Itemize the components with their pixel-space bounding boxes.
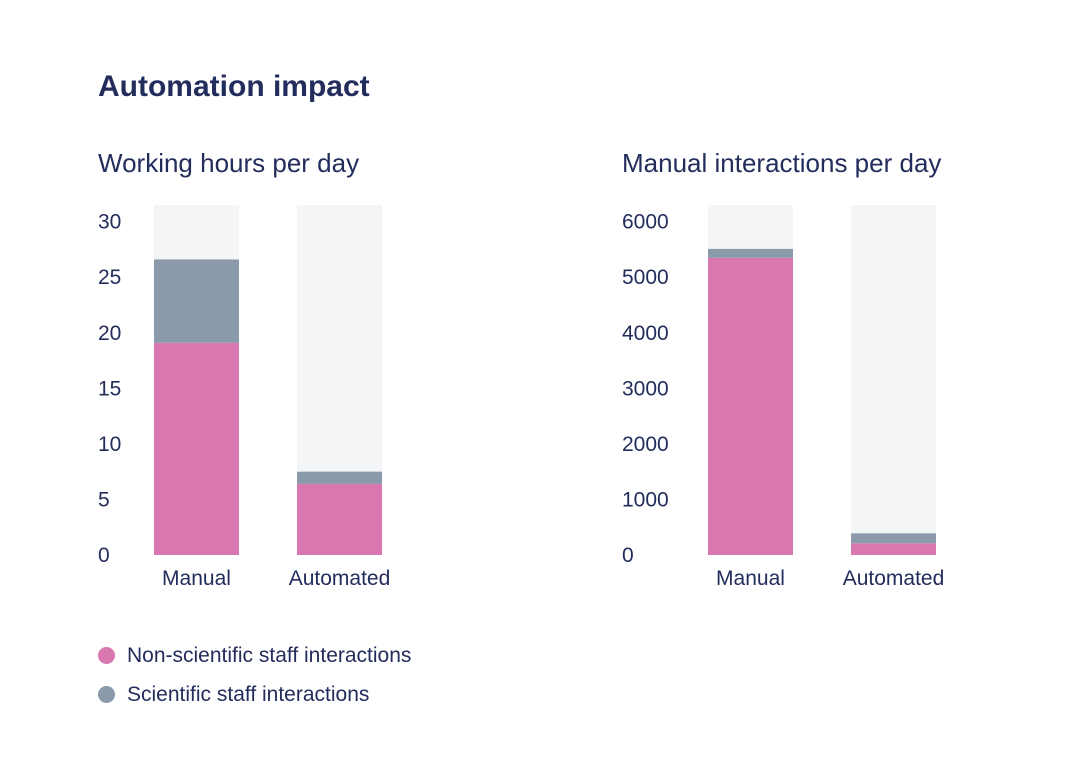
bar-segment-scientific — [297, 471, 382, 484]
legend: Non-scientific staff interactions Scient… — [98, 636, 411, 714]
bar-track — [851, 205, 936, 555]
bar-segment-non-scientific — [851, 543, 936, 555]
legend-swatch-non-scientific — [98, 647, 115, 664]
chart-title-manual-interactions: Manual interactions per day — [622, 148, 942, 178]
x-category-label: Manual — [716, 567, 785, 590]
y-tick-label: 15 — [98, 377, 121, 400]
y-tick-label: 10 — [98, 433, 121, 456]
bar-segment-non-scientific — [297, 483, 382, 555]
x-category-label: Automated — [289, 567, 391, 590]
legend-item-scientific: Scientific staff interactions — [98, 675, 411, 714]
legend-label: Non-scientific staff interactions — [127, 643, 412, 667]
bar-segment-scientific — [851, 533, 936, 544]
x-category-label: Manual — [162, 567, 231, 590]
y-tick-label: 0 — [622, 544, 634, 567]
y-tick-label: 1000 — [622, 488, 669, 511]
bar-segment-scientific — [154, 259, 239, 343]
y-tick-label: 25 — [98, 266, 121, 289]
legend-label: Scientific staff interactions — [127, 682, 370, 706]
page-title: Automation impact — [98, 70, 370, 103]
bar-segment-scientific — [708, 248, 793, 258]
legend-item-non-scientific: Non-scientific staff interactions — [98, 636, 411, 675]
bar-segment-non-scientific — [154, 342, 239, 555]
bar-segment-non-scientific — [708, 257, 793, 555]
legend-swatch-scientific — [98, 686, 115, 703]
y-tick-label: 4000 — [622, 322, 669, 345]
y-tick-label: 5000 — [622, 266, 669, 289]
y-tick-label: 6000 — [622, 211, 669, 234]
y-tick-label: 30 — [98, 211, 121, 234]
chart-title-working-hours: Working hours per day — [98, 148, 360, 178]
y-tick-label: 2000 — [622, 433, 669, 456]
x-category-label: Automated — [843, 567, 945, 590]
y-tick-label: 3000 — [622, 377, 669, 400]
y-tick-label: 0 — [98, 544, 110, 567]
y-tick-label: 5 — [98, 488, 110, 511]
y-tick-label: 20 — [98, 322, 121, 345]
